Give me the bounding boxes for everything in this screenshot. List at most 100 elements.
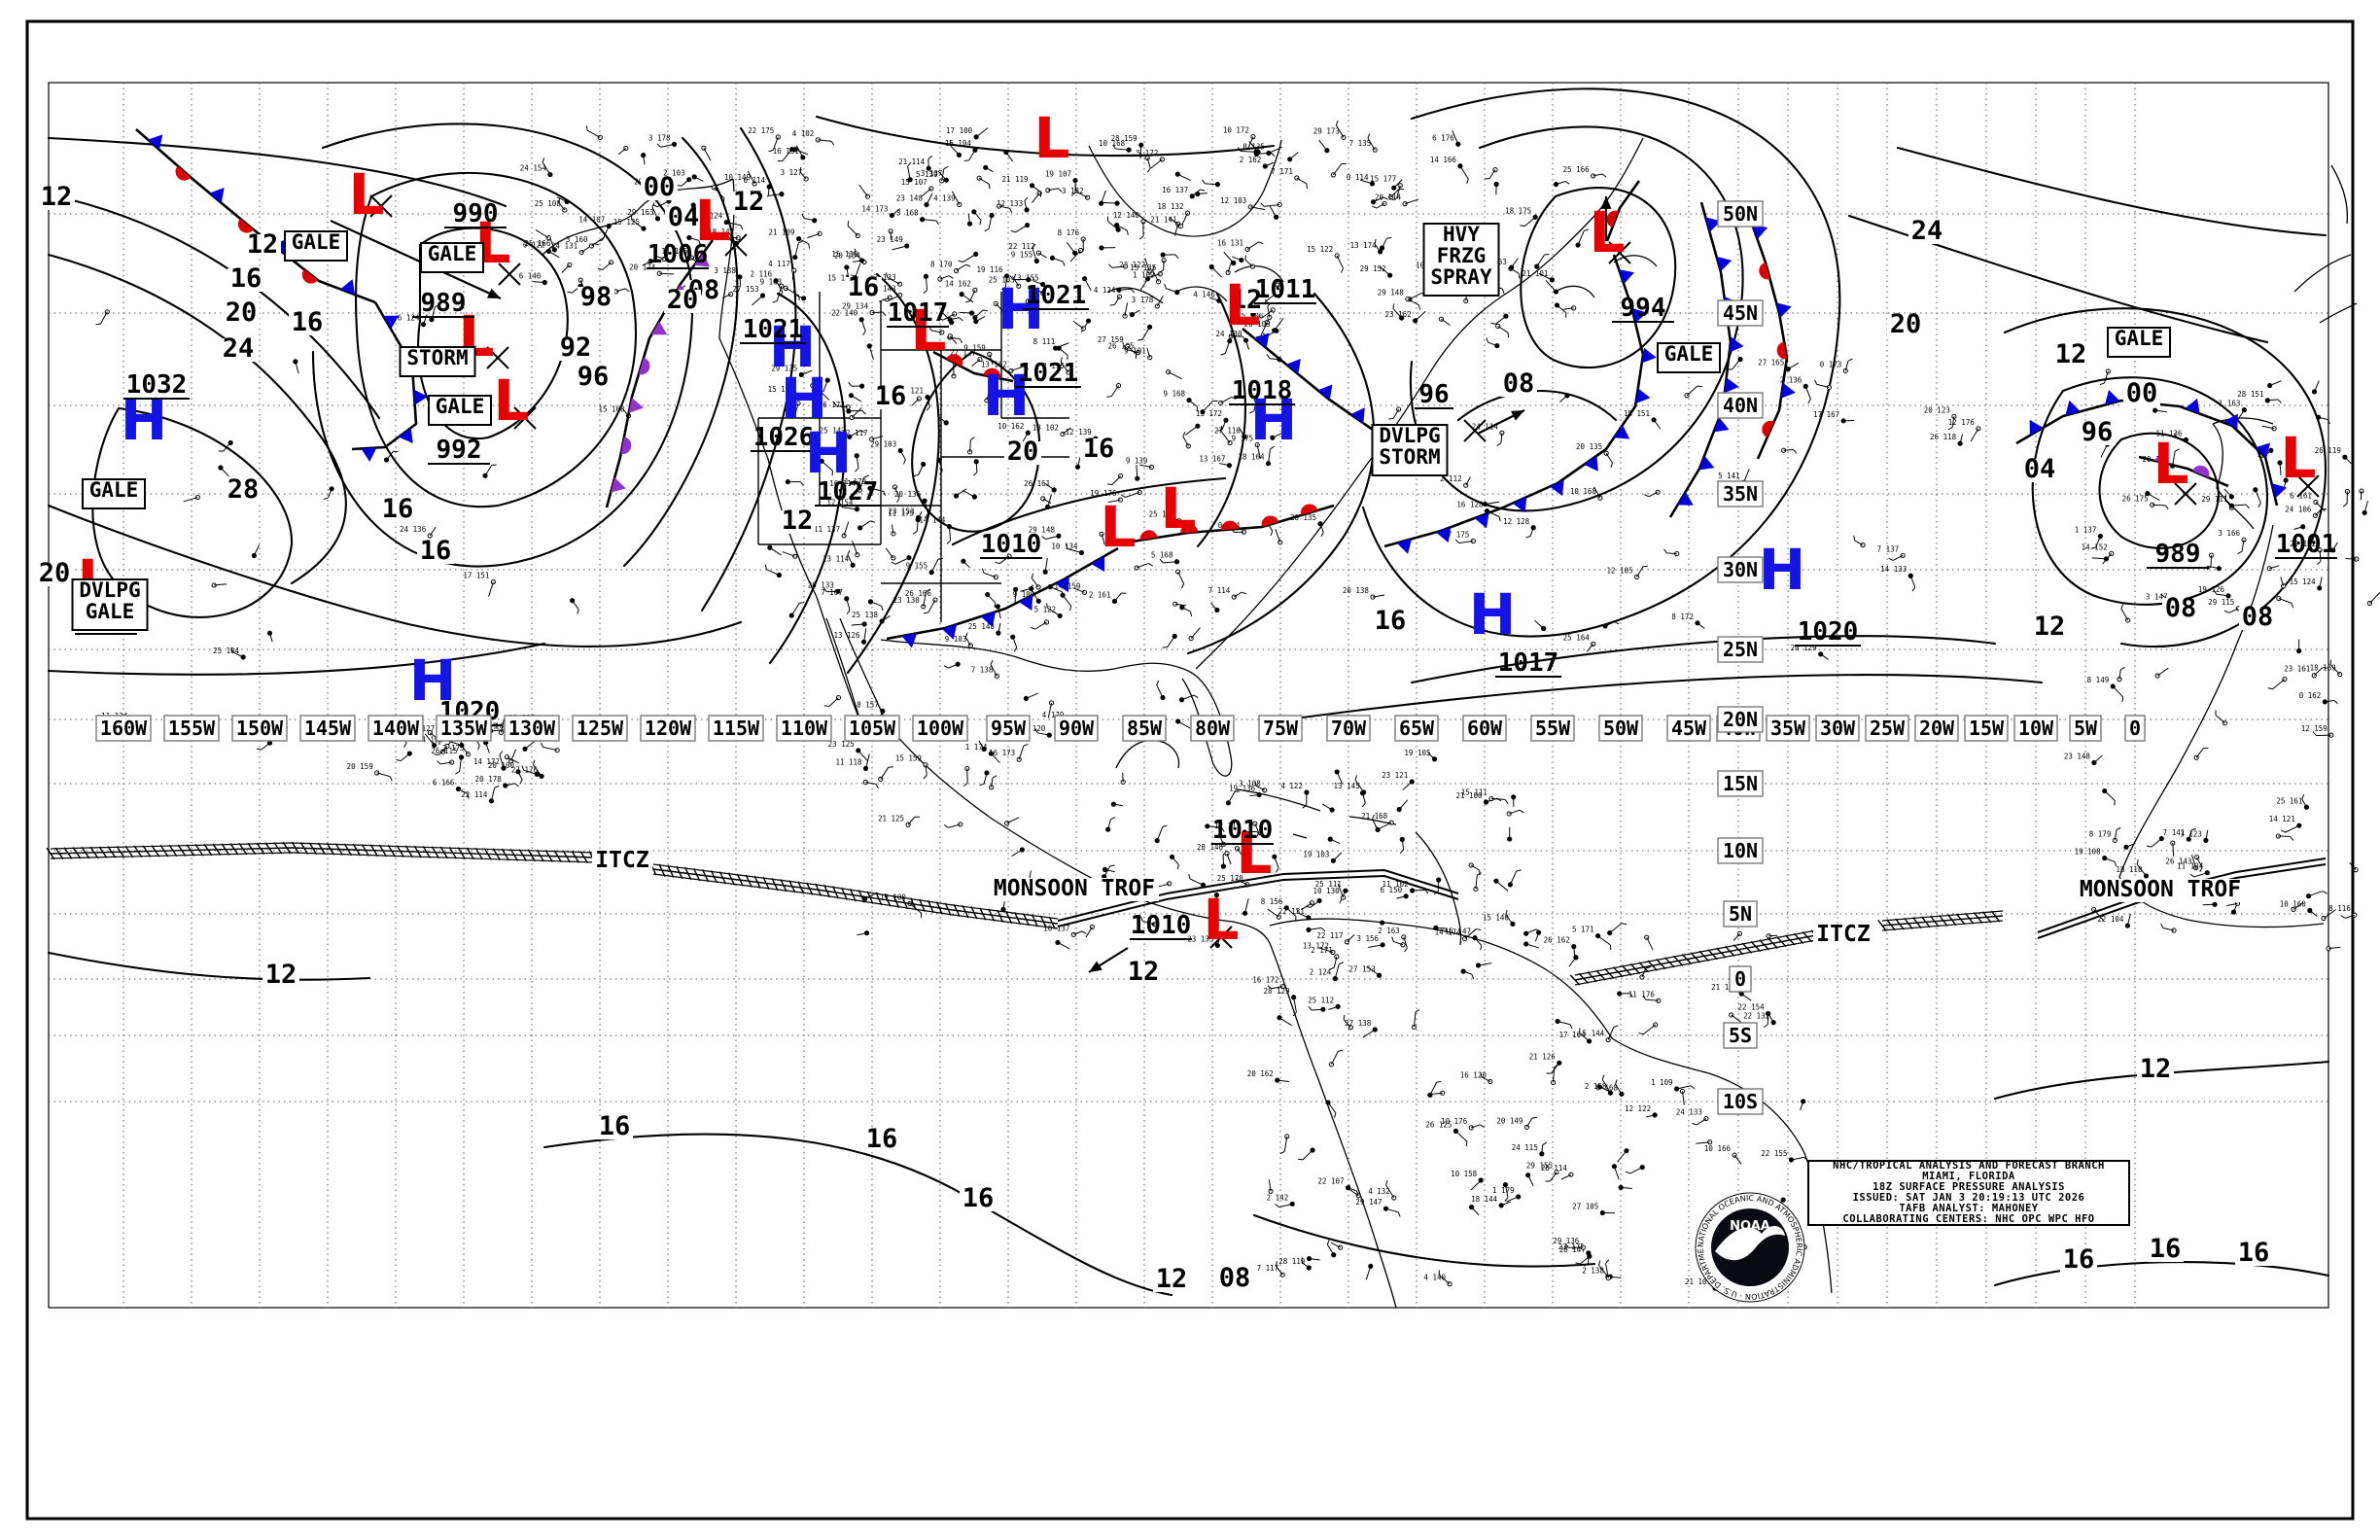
- contour-value: 20: [1890, 309, 1922, 339]
- front-marker: [175, 165, 192, 181]
- svg-text:5 172: 5 172: [1137, 149, 1159, 158]
- low-pressure-value: 989: [421, 289, 467, 318]
- svg-text:2 158: 2 158: [1585, 1082, 1607, 1091]
- front-marker: [1619, 269, 1634, 285]
- svg-text:7 133: 7 133: [874, 273, 896, 282]
- svg-text:20 162: 20 162: [1247, 1069, 1274, 1078]
- warning-box-label: DVLPG: [79, 578, 140, 602]
- info-line: TAFB ANALYST: MAHONEY: [1899, 1203, 2039, 1214]
- contour-value: 20: [226, 298, 258, 328]
- svg-text:4 140: 4 140: [1423, 1274, 1446, 1282]
- svg-text:22 117: 22 117: [842, 429, 868, 438]
- svg-text:10 168: 10 168: [1099, 139, 1126, 148]
- svg-text:21 141: 21 141: [1150, 215, 1176, 224]
- svg-text:4 122: 4 122: [1280, 782, 1303, 790]
- svg-text:28 129: 28 129: [1264, 987, 1290, 996]
- warning-box-label: GALE: [1664, 342, 1714, 366]
- svg-text:23 175: 23 175: [1558, 1242, 1585, 1251]
- svg-text:5 141: 5 141: [1718, 472, 1740, 480]
- contour-value: 24: [223, 333, 255, 364]
- isobar: [1896, 146, 2328, 237]
- svg-text:18 144: 18 144: [1471, 1195, 1498, 1204]
- front-marker: [398, 427, 413, 443]
- svg-text:13 172: 13 172: [1303, 941, 1329, 950]
- graticule-labels: 160W 155W 150W 145W 140W 135W 130W 125W 120W 115W…: [95, 200, 2146, 1115]
- svg-text:3 155: 3 155: [1017, 273, 1039, 282]
- low-center-x: [486, 346, 509, 369]
- noaa-gull-icon: [1715, 1225, 1785, 1261]
- svg-text:7 114: 7 114: [1208, 586, 1231, 595]
- longitude-label: 145W: [304, 717, 352, 740]
- latitude-label: 10N: [1723, 839, 1758, 862]
- svg-text:5 144: 5 144: [1583, 1030, 1605, 1038]
- svg-text:6 124: 6 124: [398, 314, 420, 323]
- warning-box-label: STORM: [1379, 445, 1440, 469]
- front-marker: [946, 354, 963, 368]
- front-marker: [2192, 465, 2210, 478]
- warning-box-label: GALE: [2115, 327, 2164, 350]
- svg-text:4 102: 4 102: [792, 129, 815, 138]
- front-marker: [980, 612, 997, 627]
- motion-arrowhead: [1089, 961, 1102, 972]
- isobar-lines: [47, 88, 2330, 1297]
- warning-box-label: GALE: [86, 600, 135, 623]
- svg-text:26 119: 26 119: [2315, 446, 2341, 455]
- front-marker: [901, 633, 918, 648]
- warning-box: [82, 478, 146, 509]
- svg-text:14 121: 14 121: [2269, 815, 2295, 823]
- svg-text:11 102: 11 102: [1382, 880, 1409, 889]
- svg-text:16 172: 16 172: [1252, 976, 1278, 985]
- latitude-label: 5N: [1729, 902, 1752, 926]
- longitude-label: 95W: [991, 717, 1027, 740]
- longitude-label: 115W: [713, 717, 760, 740]
- svg-text:28 151: 28 151: [2237, 390, 2263, 399]
- svg-text:12 154: 12 154: [826, 499, 854, 508]
- front-marker: [148, 134, 163, 151]
- coastline: [1555, 255, 1658, 298]
- front-marker: [941, 624, 958, 640]
- graticule: [49, 83, 2328, 1308]
- longitude-label: 160W: [100, 717, 148, 740]
- info-line: 18Z SURFACE PRESSURE ANALYSIS: [1872, 1181, 2065, 1193]
- svg-text:12 122: 12 122: [1625, 1104, 1651, 1113]
- svg-text:26 143: 26 143: [2165, 858, 2191, 866]
- longitude-label: 25W: [1870, 717, 1906, 740]
- svg-text:13 126: 13 126: [833, 631, 860, 640]
- front-marker: [1139, 530, 1158, 541]
- svg-text:27 105: 27 105: [1572, 1203, 1598, 1211]
- front-marker: [2255, 442, 2271, 459]
- svg-text:15 124: 15 124: [2290, 578, 2317, 586]
- svg-text:2 116: 2 116: [751, 270, 773, 279]
- front-marker: [1724, 377, 1739, 394]
- front-marker: [2223, 413, 2238, 430]
- high-pressure-value: 1021: [1026, 281, 1087, 310]
- svg-text:3 178: 3 178: [648, 133, 671, 142]
- svg-text:4 139: 4 139: [933, 193, 956, 202]
- warning-box: [420, 242, 484, 273]
- svg-text:20 123: 20 123: [1924, 405, 1950, 414]
- contour-value: 16: [599, 1111, 631, 1141]
- svg-text:5 168: 5 168: [1151, 551, 1173, 560]
- svg-text:22 175: 22 175: [748, 126, 774, 135]
- occluded-front: [2138, 455, 2229, 488]
- front-marker: [2029, 419, 2044, 436]
- svg-text:21 109: 21 109: [768, 228, 794, 237]
- svg-text:16 131: 16 131: [773, 147, 799, 156]
- svg-text:21 125: 21 125: [878, 814, 904, 822]
- longitude-label: 90W: [1059, 717, 1095, 740]
- svg-text:23 161: 23 161: [2284, 665, 2310, 674]
- front-marker: [1550, 480, 1564, 497]
- svg-text:25 142: 25 142: [820, 426, 846, 435]
- low-center-x: [1608, 241, 1631, 264]
- svg-text:10 168: 10 168: [1570, 487, 1597, 496]
- svg-text:10 176: 10 176: [1441, 1117, 1468, 1126]
- svg-text:8 157: 8 157: [857, 700, 879, 709]
- svg-text:2 112: 2 112: [1440, 474, 1462, 483]
- low-pressure-value: 990: [453, 199, 499, 228]
- front-marker: [1055, 577, 1069, 593]
- svg-text:13 162: 13 162: [981, 360, 1007, 368]
- contour-value: 16: [2238, 1238, 2270, 1268]
- svg-text:29 155: 29 155: [1526, 1162, 1553, 1171]
- svg-text:11 136: 11 136: [2155, 429, 2183, 438]
- svg-text:2 115: 2 115: [1042, 362, 1065, 370]
